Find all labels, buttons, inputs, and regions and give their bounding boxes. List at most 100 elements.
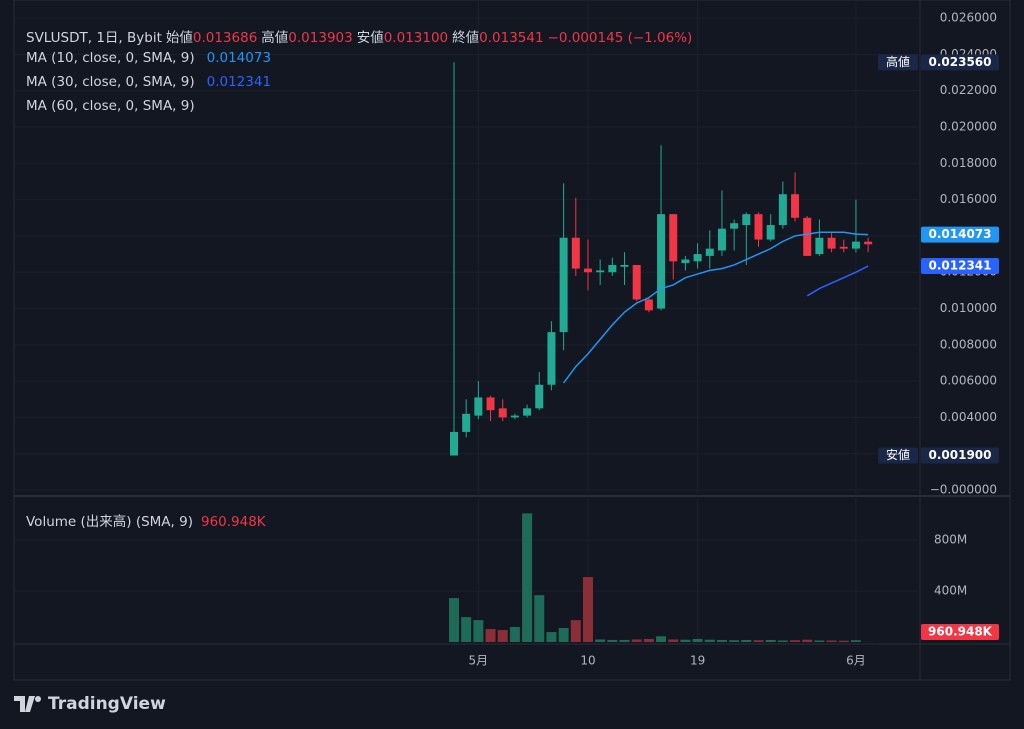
volume-value: 960.948K (200, 514, 266, 530)
candle-body (450, 431, 458, 456)
ma-line (806, 265, 869, 297)
y-tick-label: 0.008000 (940, 337, 997, 351)
ohlc-value: 0.013541 (479, 30, 544, 46)
volume-bar (546, 632, 557, 642)
volume-bar (643, 638, 654, 642)
candle-body (583, 268, 592, 273)
volume-bar (668, 639, 679, 642)
candle-body (547, 332, 556, 385)
ma-legend: MA (10, close, 0, SMA, 9) 0.014073 (26, 50, 275, 66)
ma-name: MA (30, close, 0, SMA, 9) (26, 74, 195, 90)
volume-bar (802, 639, 813, 642)
ma-value: 0.014073 (206, 50, 272, 66)
candle-body (864, 241, 873, 245)
candle-body (791, 194, 800, 218)
volume-badge: 960.948K (928, 625, 993, 639)
change: −0.000145 (−1.06%) (547, 30, 693, 46)
logo-icon (14, 696, 41, 712)
candle-body (742, 214, 751, 226)
volume-tick-label: 800M (934, 533, 967, 547)
volume-bar (449, 598, 459, 642)
candle-body (571, 237, 580, 269)
y-tick-label: 0.018000 (940, 156, 997, 170)
marker-value: 0.001900 (928, 448, 991, 462)
candle-body (523, 408, 532, 416)
ohlc-value: 0.013903 (288, 30, 353, 46)
candle-body (632, 264, 641, 300)
candle-body (717, 228, 726, 251)
volume-bar (790, 640, 801, 642)
candle-body (535, 384, 544, 409)
x-tick-label: 6月 (846, 654, 866, 668)
candle-body (730, 223, 739, 229)
ma-badge: 0.012341 (928, 259, 991, 273)
ma-badge-bg (921, 226, 999, 243)
candle-body (644, 299, 653, 311)
candle-body (498, 408, 507, 418)
volume-bar (680, 639, 691, 642)
marker-tag: 安値 (886, 447, 910, 462)
volume-badge-bg (921, 624, 999, 640)
volume-bar (595, 639, 606, 642)
volume-bar (838, 640, 849, 642)
candle-body (669, 214, 678, 262)
volume-bar (522, 513, 533, 642)
volume-tick-label: 400M (934, 584, 967, 598)
ma-value: 0.012341 (206, 74, 272, 90)
marker-value-bg (921, 447, 999, 464)
ma-legend: MA (60, close, 0, SMA, 9) (26, 98, 207, 114)
volume-bar (716, 639, 727, 642)
y-tick-label: 0.016000 (940, 192, 997, 206)
candle-body (766, 225, 775, 240)
y-tick-label: −0.000000 (930, 483, 997, 497)
ma-badge: 0.014073 (928, 227, 991, 241)
candle-body (839, 246, 848, 249)
marker-tag-bg (878, 447, 918, 464)
candle-body (486, 397, 495, 411)
symbol: SVLUSDT, 1日, Bybit (26, 30, 162, 46)
volume-bar (534, 595, 545, 642)
marker-value: 0.023560 (928, 55, 991, 69)
chart-frame (13, 0, 1011, 681)
marker-tag-bg (878, 54, 918, 71)
ma-legend: MA (30, close, 0, SMA, 9) 0.012341 (26, 74, 275, 90)
volume-bar (704, 639, 715, 642)
volume-bar (777, 640, 788, 642)
y-tick-label: 0.022000 (940, 83, 997, 97)
candle-body (596, 270, 605, 273)
ohlc-label: 始値 (165, 30, 193, 46)
marker-value-bg (921, 54, 999, 71)
candle-body (815, 237, 824, 255)
volume-bar (826, 640, 837, 642)
y-tick-label: 0.020000 (940, 120, 997, 134)
candle-body (681, 259, 690, 264)
volume-bar (558, 628, 569, 642)
volume-bar (497, 630, 508, 642)
candle-body (693, 254, 702, 262)
candle-body (510, 415, 519, 418)
y-tick-label: 0.026000 (940, 11, 997, 25)
ma-line (563, 231, 869, 384)
y-tick-label: 0.010000 (940, 301, 997, 315)
candle-body (754, 214, 763, 240)
volume-bar (619, 639, 630, 642)
volume-bar (485, 629, 496, 642)
volume-bar (509, 626, 520, 642)
volume-bar (765, 639, 776, 642)
y-tick-label: 0.004000 (940, 410, 997, 424)
ma-name: MA (10, close, 0, SMA, 9) (26, 50, 195, 66)
candle-body (705, 248, 714, 256)
ma-name: MA (60, close, 0, SMA, 9) (26, 98, 195, 114)
candle-body (474, 397, 483, 416)
volume-title: Volume (出来高) (SMA, 9) (26, 514, 193, 530)
candle-body (608, 264, 617, 273)
volume-bar (814, 640, 825, 642)
ohlc-label: 終値 (452, 30, 480, 46)
marker-tag: 高値 (886, 54, 910, 69)
volume-bar (582, 577, 593, 642)
candle-body (851, 241, 860, 249)
ohlc-value: 0.013686 (192, 30, 258, 46)
volume-bar (656, 636, 667, 642)
